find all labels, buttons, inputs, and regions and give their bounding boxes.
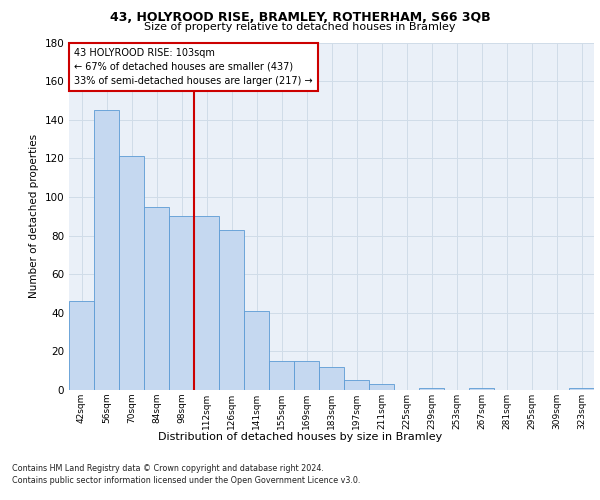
Text: 43, HOLYROOD RISE, BRAMLEY, ROTHERHAM, S66 3QB: 43, HOLYROOD RISE, BRAMLEY, ROTHERHAM, S…: [110, 11, 490, 24]
Bar: [294, 361, 319, 390]
Bar: [419, 388, 444, 390]
Bar: [94, 110, 119, 390]
Bar: [69, 301, 94, 390]
Bar: [319, 367, 344, 390]
Text: 43 HOLYROOD RISE: 103sqm
← 67% of detached houses are smaller (437)
33% of semi-: 43 HOLYROOD RISE: 103sqm ← 67% of detach…: [74, 48, 313, 86]
Text: Contains public sector information licensed under the Open Government Licence v3: Contains public sector information licen…: [12, 476, 361, 485]
Bar: [344, 380, 369, 390]
Bar: [569, 388, 594, 390]
Bar: [269, 361, 294, 390]
Bar: [369, 384, 394, 390]
Text: Distribution of detached houses by size in Bramley: Distribution of detached houses by size …: [158, 432, 442, 442]
Text: Size of property relative to detached houses in Bramley: Size of property relative to detached ho…: [144, 22, 456, 32]
Bar: [469, 388, 494, 390]
Bar: [119, 156, 144, 390]
Bar: [244, 311, 269, 390]
Bar: [144, 206, 169, 390]
Text: Contains HM Land Registry data © Crown copyright and database right 2024.: Contains HM Land Registry data © Crown c…: [12, 464, 324, 473]
Y-axis label: Number of detached properties: Number of detached properties: [29, 134, 39, 298]
Bar: [194, 216, 219, 390]
Bar: [219, 230, 244, 390]
Bar: [169, 216, 194, 390]
